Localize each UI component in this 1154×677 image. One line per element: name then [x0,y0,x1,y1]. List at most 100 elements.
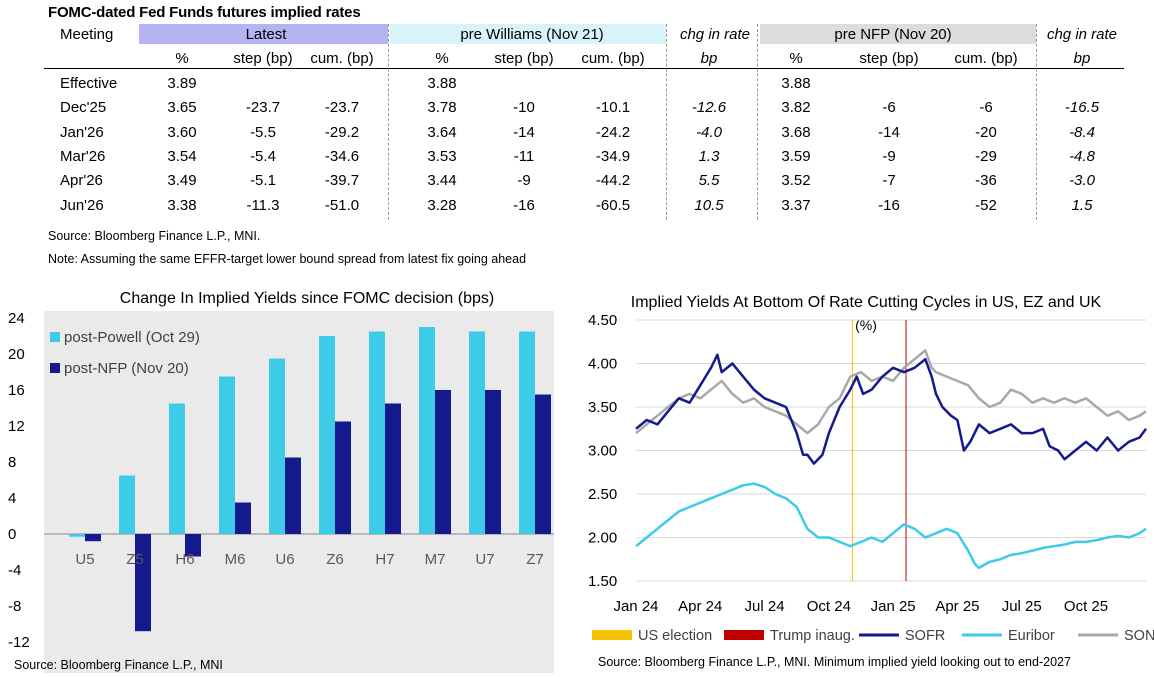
table-cell: 3.65 [167,99,197,117]
bar-post-powell [69,534,85,537]
table-cell: -60.5 [595,196,631,214]
table-cell: -3.0 [1069,172,1095,190]
table-cell: 3.44 [427,172,457,190]
line-x-tick: Apr 24 [678,598,722,615]
table-cell: -16.5 [1064,99,1100,117]
group-header: chg in rate [679,26,751,43]
bar-x-tick: H6 [175,551,194,568]
table-cell: -51.0 [324,196,360,214]
table-cell: 3.49 [167,172,197,190]
table-cell: -39.7 [324,172,360,190]
row-label: Effective [60,75,118,92]
legend-label: SOFR [905,628,945,644]
table-cell: -20 [975,123,997,141]
bar-post-nfp [385,403,401,534]
legend-label: Euribor [1008,628,1055,644]
bar-y-tick: 0 [8,526,16,543]
table-cell: -44.2 [595,172,631,190]
row-label: Dec'25 [60,99,107,117]
table-cell: -4.0 [696,123,722,141]
table-cell: -5.1 [250,172,276,190]
legend-swatch [50,332,60,342]
table-cell: 3.64 [427,123,457,141]
bar-post-powell [119,475,135,534]
series-line-sonia [635,349,1147,435]
bar-y-tick: -4 [8,562,21,579]
table-cell: 3.59 [781,147,811,165]
bar-post-nfp [285,457,301,534]
line-x-tick: Jul 25 [1002,598,1042,615]
line-y-tick: 4.00 [588,356,617,373]
bar-y-tick: 16 [8,382,25,399]
band-pre-williams [390,24,666,44]
sub-header: cum. (bp) [581,50,645,67]
bar-x-tick: H7 [375,551,394,568]
bar-x-tick: U7 [475,551,494,568]
bar-y-tick: 24 [8,310,25,327]
bar-post-nfp [485,390,501,534]
table-cell: -16 [513,196,535,214]
rates-table: Meeting Latest pre Williams (Nov 21) chg in… [44,24,1124,224]
bar-y-tick: 12 [8,418,25,435]
table-cell: 3.60 [167,123,197,141]
series-line-euribor [635,482,1147,570]
table-cell: 3.52 [781,172,811,190]
line-y-tick: 3.00 [588,443,617,460]
table-cell: -24.2 [595,123,631,141]
table-cell: -11 [513,147,535,165]
bar-x-tick: M6 [225,551,246,568]
legend-label: post-Powell (Oct 29) [64,329,200,346]
sub-header: % [435,50,449,67]
table-cell: -16 [878,196,900,214]
bar-post-powell [219,376,235,534]
bar-post-powell [419,327,435,534]
line-x-tick: Jul 24 [745,598,785,615]
line-chart: Implied Yields At Bottom Of Rate Cutting… [588,294,1154,669]
bar-x-tick: Z7 [526,551,544,568]
table-cell: 3.38 [167,196,197,214]
table-source: Source: Bloomberg Finance L.P., MNI. [48,229,261,243]
bar-post-powell [369,331,385,534]
bar-post-nfp [435,390,451,534]
sub-header: % [789,50,803,67]
table-cell: -5.5 [250,123,276,141]
table-cell: -14 [513,123,535,141]
bar-x-tick: U5 [75,551,94,568]
table-title: FOMC-dated Fed Funds futures implied rat… [48,4,361,21]
line-y-tick: 2.50 [588,486,617,503]
legend-label: SONIA [1124,628,1154,644]
sub-header: bp [1073,50,1091,67]
bar-x-tick: Z5 [126,551,144,568]
table-cell: -29 [975,147,997,165]
table-cell: -29.2 [324,123,360,141]
row-label: Apr'26 [60,172,103,190]
line-y-tick: 4.50 [588,312,617,329]
row-label: Jun'26 [60,196,104,214]
table-cell: -7 [882,172,896,190]
band-pre-nfp [760,24,1036,44]
group-header: pre NFP (Nov 20) [834,26,952,43]
table-note: Note: Assuming the same EFFR-target lowe… [48,252,527,266]
sub-header: cum. (bp) [954,50,1018,67]
table-cell: 3.88 [427,75,457,92]
sub-header: cum. (bp) [310,50,374,67]
table-cell: -12.6 [691,99,727,117]
legend-label: Trump inaug. [770,628,855,644]
table-cell: -4.8 [1069,147,1095,165]
table-cell: -23.7 [324,99,360,117]
bar-chart-title: Change In Implied Yields since FOMC deci… [120,290,494,307]
row-label: Mar'26 [60,147,106,165]
bar-post-nfp [335,421,351,534]
row-label: Jan'26 [60,123,104,141]
table-cell: 3.54 [167,147,197,165]
bar-y-tick: 8 [8,454,16,471]
table-cell: -9 [882,147,896,165]
line-x-tick: Jan 24 [613,598,658,615]
table-cell: -23.7 [245,99,281,117]
table-cell: -8.4 [1069,123,1095,141]
bar-post-nfp [85,534,101,542]
table-cell: 3.28 [427,196,457,214]
table-cell: -6 [882,99,896,117]
sub-header: step (bp) [233,50,293,67]
bar-post-nfp [235,502,251,534]
